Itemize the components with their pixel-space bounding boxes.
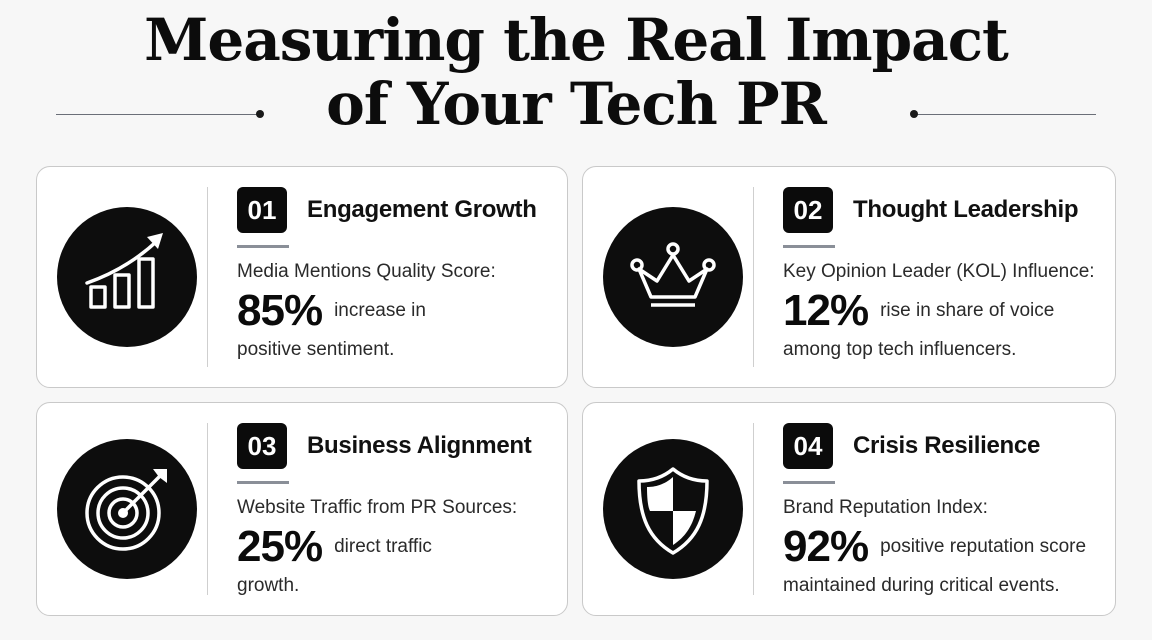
card-stat-value: 92% bbox=[783, 522, 869, 571]
card-stat-desc-line1: increase in bbox=[334, 300, 426, 321]
title-rule-left bbox=[56, 114, 260, 115]
title-rule-dot-right bbox=[910, 110, 918, 118]
card-stat-desc-line1: rise in share of voice bbox=[880, 300, 1055, 321]
card-metric-label: Brand Reputation Index: bbox=[783, 497, 988, 518]
card-heading: Thought Leadership bbox=[853, 196, 1079, 223]
title-rule-right bbox=[914, 114, 1096, 115]
card-heading: Engagement Growth bbox=[307, 196, 537, 223]
card-number-underline bbox=[237, 481, 289, 484]
growth-chart-icon bbox=[57, 207, 197, 347]
page-title: Measuring the Real Impact of Your Tech P… bbox=[0, 8, 1152, 136]
card-metric-label: Key Opinion Leader (KOL) Influence: bbox=[783, 261, 1095, 282]
card-stat-desc-line2: among top tech influencers. bbox=[783, 339, 1017, 360]
shield-icon bbox=[603, 439, 743, 579]
card-number: 03 bbox=[237, 423, 287, 469]
metric-card-thought-leadership: 02 Thought Leadership Key Opinion Leader… bbox=[582, 166, 1116, 388]
card-stat-desc-line2: positive sentiment. bbox=[237, 339, 395, 360]
card-metric-label: Media Mentions Quality Score: bbox=[237, 261, 496, 282]
card-divider bbox=[753, 423, 754, 595]
card-number-underline bbox=[237, 245, 289, 248]
metric-card-engagement-growth: 01 Engagement Growth Media Mentions Qual… bbox=[36, 166, 568, 388]
crown-icon bbox=[603, 207, 743, 347]
card-heading: Business Alignment bbox=[307, 432, 532, 459]
title-rule-dot-left bbox=[256, 110, 264, 118]
title-line-2: of Your Tech PR bbox=[326, 70, 827, 138]
card-divider bbox=[207, 423, 208, 595]
card-stat-desc-line1: direct traffic bbox=[334, 536, 432, 557]
card-number-underline bbox=[783, 245, 835, 248]
target-icon bbox=[57, 439, 197, 579]
card-divider bbox=[207, 187, 208, 367]
card-divider bbox=[753, 187, 754, 367]
metric-card-business-alignment: 03 Business Alignment Website Traffic fr… bbox=[36, 402, 568, 616]
title-line-1: Measuring the Real Impact bbox=[144, 6, 1009, 74]
card-heading: Crisis Resilience bbox=[853, 432, 1041, 459]
card-stat-value: 12% bbox=[783, 286, 869, 335]
card-metric-label: Website Traffic from PR Sources: bbox=[237, 497, 518, 518]
card-number: 04 bbox=[783, 423, 833, 469]
metric-card-crisis-resilience: 04 Crisis Resilience Brand Reputation In… bbox=[582, 402, 1116, 616]
card-stat-desc-line2: maintained during critical events. bbox=[783, 575, 1060, 596]
card-stat-desc-line2: growth. bbox=[237, 575, 300, 596]
card-stat-desc-line1: positive reputation score bbox=[880, 536, 1087, 557]
card-stat-value: 85% bbox=[237, 286, 323, 335]
card-number: 01 bbox=[237, 187, 287, 233]
card-number-underline bbox=[783, 481, 835, 484]
card-number: 02 bbox=[783, 187, 833, 233]
card-stat-value: 25% bbox=[237, 522, 323, 571]
